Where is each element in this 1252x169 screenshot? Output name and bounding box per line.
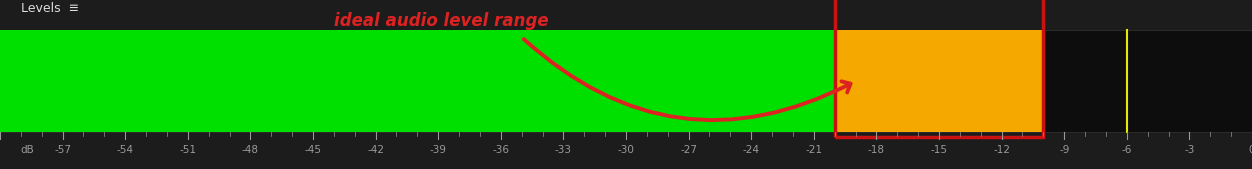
- Text: -18: -18: [868, 145, 885, 155]
- Text: -30: -30: [617, 145, 635, 155]
- Text: -9: -9: [1059, 145, 1069, 155]
- Text: -48: -48: [242, 145, 259, 155]
- Text: ideal audio level range: ideal audio level range: [334, 12, 548, 30]
- Text: -15: -15: [930, 145, 948, 155]
- Text: -51: -51: [179, 145, 197, 155]
- Text: -24: -24: [742, 145, 760, 155]
- Bar: [835, 30, 1043, 132]
- Bar: [0, 30, 1252, 132]
- Text: -42: -42: [367, 145, 384, 155]
- Bar: [0, 30, 835, 132]
- Text: Levels  ≡: Levels ≡: [21, 2, 79, 15]
- Text: -12: -12: [993, 145, 1010, 155]
- Text: -36: -36: [492, 145, 510, 155]
- Text: 0: 0: [1248, 145, 1252, 155]
- Text: -54: -54: [116, 145, 134, 155]
- Text: -27: -27: [680, 145, 697, 155]
- Text: -21: -21: [805, 145, 823, 155]
- Text: -3: -3: [1184, 145, 1194, 155]
- Bar: [835, 0, 1043, 137]
- Text: -45: -45: [304, 145, 322, 155]
- Text: -6: -6: [1122, 145, 1132, 155]
- Text: dB: dB: [21, 145, 35, 155]
- Text: -57: -57: [54, 145, 71, 155]
- Text: -33: -33: [555, 145, 572, 155]
- Text: -39: -39: [429, 145, 447, 155]
